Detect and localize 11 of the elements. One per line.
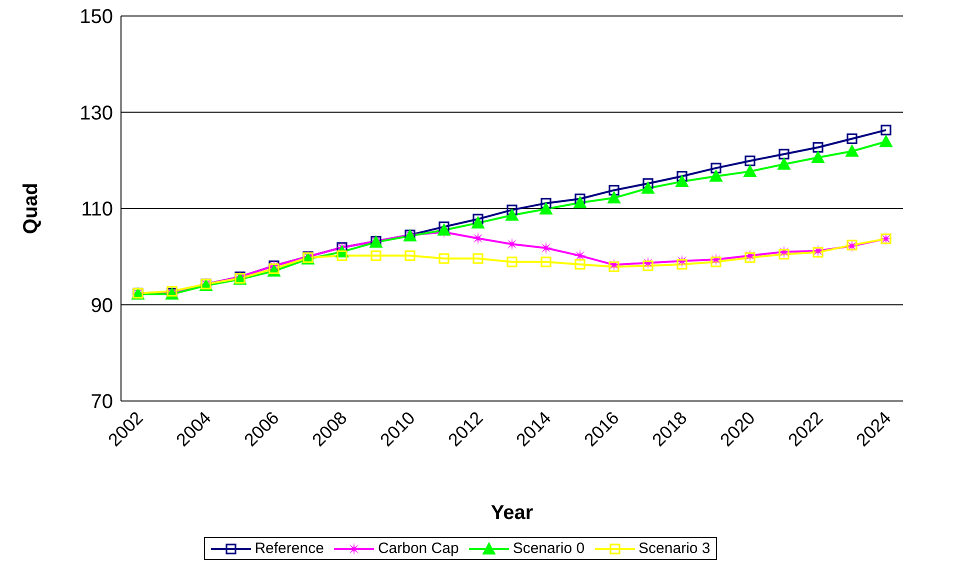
y-tick-label: 90 [90,294,113,317]
y-axis-title: Quad [20,182,42,234]
x-axis-title: Year [490,502,534,524]
legend-label: Carbon Cap [378,540,459,557]
legend-label: Reference [254,540,324,557]
y-tick-label: 150 [80,6,113,28]
y-tick-label: 70 [90,391,113,414]
legend-label: Scenario 3 [638,540,710,557]
y-tick-label: 110 [81,198,113,221]
legend-label: Scenario 0 [512,540,585,557]
y-tick-label: 130 [80,102,113,124]
